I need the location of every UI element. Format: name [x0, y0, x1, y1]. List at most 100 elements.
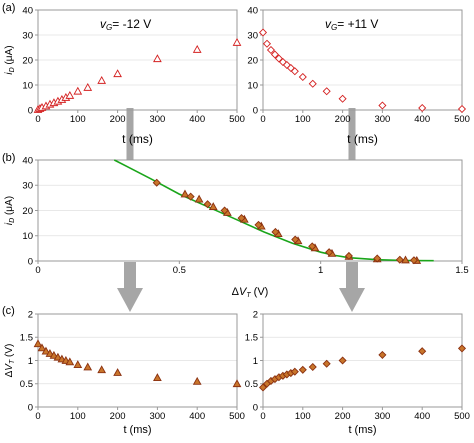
b-xtick-label-3: 1.5 [455, 265, 468, 276]
a_left-ytick-label-1: 10 [22, 80, 33, 91]
b-ytick-label-0: 0 [28, 256, 33, 267]
b-s0-point-0 [180, 189, 190, 198]
panel-c-left: 0 100 200 300 400 500 0 0.5 1 1.5 2 t (ms) ΔVT (V) [4, 309, 245, 436]
a_right-s0-point-8 [290, 67, 299, 76]
a_right-s0-point-11 [322, 87, 331, 96]
a_left-annotation: vG= -12 V [100, 17, 151, 32]
c_left-xtick-label-5: 500 [229, 411, 245, 422]
c_right-ytick-label-1: 0.5 [245, 379, 258, 390]
a_right-s0-point-6 [282, 60, 291, 70]
panel-label-a: (a) [2, 2, 15, 14]
c_left-s0-point-15 [232, 379, 242, 388]
c_right-ytick-label-0: 0 [253, 402, 258, 413]
a_right-s0-point-9 [298, 72, 307, 82]
a_left-xtick-label-0: 0 [35, 114, 40, 125]
b-s1-point-1 [186, 192, 195, 201]
c_left-xtick-label-4: 400 [189, 411, 205, 422]
a_right-s0-point-0 [258, 28, 268, 37]
b-s1-point-3 [220, 206, 229, 215]
b-ytick-label-2: 20 [22, 206, 33, 217]
b-s0-point-1 [194, 194, 204, 203]
a_left-s0-point-14 [153, 54, 162, 63]
b-s0-point-2 [208, 202, 218, 211]
c_left-ytick-label-1: 0.5 [20, 379, 33, 390]
a_left-ytick-label-2: 20 [22, 55, 33, 66]
panel-b: 0 0.5 1 1.5 0 10 20 30 40 ΔVT (V) iD (μA) [4, 155, 469, 299]
arrow-shaft-a-right [348, 108, 356, 160]
c_right-xtick-label-0: 0 [260, 411, 265, 422]
b-s1-point-12 [395, 255, 404, 264]
b-xtick-label-0: 0 [35, 265, 40, 276]
a_left-ytick-label-3: 30 [22, 30, 33, 41]
a_right-ytick-label-3: 30 [247, 30, 258, 41]
b-s1-point-9 [325, 248, 334, 257]
a_left-s0-point-12 [97, 75, 107, 84]
b-ytick-label-4: 40 [22, 155, 33, 166]
panel-label-b: (b) [2, 152, 15, 164]
c_left-s0-point-0 [33, 339, 43, 348]
a_right-xtick-label-2: 200 [335, 114, 351, 125]
a_left-xtick-label-1: 100 [70, 114, 86, 125]
a_right-s0-point-10 [308, 79, 317, 88]
a_left-xtick-label-4: 400 [189, 114, 205, 125]
c_right-s0-point-10 [308, 362, 317, 372]
c_right-xtick-label-4: 400 [414, 411, 430, 422]
c_right-s0-point-13 [378, 350, 387, 359]
panel-label-c: (c) [2, 305, 15, 317]
a_right-s0-point-1 [262, 39, 272, 48]
a_right-annotation: vG= +11 V [325, 17, 378, 32]
c_left-s0-point-11 [97, 365, 107, 374]
b-s1-point-2 [203, 200, 212, 209]
a_left-ytick-label-0: 0 [28, 105, 33, 116]
a_left-xlabel: t (ms) [122, 132, 153, 146]
c_left-xtick-label-0: 0 [35, 411, 40, 422]
a_right-xtick-label-5: 500 [454, 114, 470, 125]
b-ytick-label-1: 10 [22, 231, 33, 242]
c_left-ytick-label-2: 1 [28, 356, 33, 367]
b-ytick-label-3: 30 [22, 181, 33, 192]
a_right-ytick-label-0: 0 [253, 105, 258, 116]
a_right-ytick-label-1: 10 [247, 80, 258, 91]
a_left-s0-point-11 [83, 82, 93, 91]
panel-a-left: 0 100 200 300 400 500 0 10 20 30 40 t (ms) iD (μA) vG… [4, 5, 245, 146]
b-xlabel: ΔVT (V) [232, 286, 269, 299]
panel-c-right: 0 100 200 300 400 500 0 0.5 1 1.5 2 t (ms) [245, 309, 470, 436]
c_right-xtick-label-3: 300 [374, 411, 390, 422]
b-s1-point-5 [254, 220, 263, 229]
c_right-s0-point-15 [457, 344, 467, 353]
b-s1-point-6 [271, 227, 280, 236]
b-s1-point-8 [308, 242, 317, 251]
c_left-s0-point-9 [73, 360, 83, 369]
b-s1-point-7 [291, 235, 300, 244]
c_right-xtick-label-2: 200 [335, 411, 351, 422]
a_right-s0-point-13 [378, 101, 387, 110]
arrow-shaft-a-left [126, 108, 134, 160]
a_left-xtick-label-3: 300 [149, 114, 165, 125]
c_left-xtick-label-2: 200 [110, 411, 126, 422]
c_left-s0-point-2 [41, 346, 51, 355]
panel-a-right: 0 100 200 300 400 500 0 10 20 30 40 t (ms) vG= +11 V [247, 5, 470, 146]
a_left-s0-point-9 [65, 90, 75, 99]
b-s1-point-0 [152, 178, 161, 187]
c_right-ytick-label-4: 2 [253, 309, 258, 320]
c_left-ylabel: ΔVT (V) [4, 344, 16, 378]
a_left-s0-point-15 [192, 44, 202, 53]
c_left-xtick-label-1: 100 [70, 411, 86, 422]
a_right-ytick-label-4: 40 [247, 5, 258, 16]
c_left-ytick-label-4: 2 [28, 309, 33, 320]
c_left-s0-point-1 [37, 343, 47, 352]
c_right-s0-point-11 [322, 359, 331, 368]
c_right-ytick-label-3: 1.5 [245, 333, 258, 344]
c_right-s0-point-9 [298, 365, 307, 374]
c_right-xtick-label-5: 500 [454, 411, 470, 422]
c_left-s0-point-8 [65, 357, 75, 366]
c_left-s0-point-12 [113, 368, 122, 376]
b-s1-point-4 [237, 214, 246, 223]
a_right-xtick-label-1: 100 [295, 114, 311, 125]
a_right-ytick-label-2: 20 [247, 55, 258, 66]
b-xtick-label-1: 0.5 [173, 265, 186, 276]
a_left-xtick-label-5: 500 [229, 114, 245, 125]
c_right-s0-point-12 [338, 356, 347, 365]
a_left-xtick-label-2: 200 [110, 114, 126, 125]
